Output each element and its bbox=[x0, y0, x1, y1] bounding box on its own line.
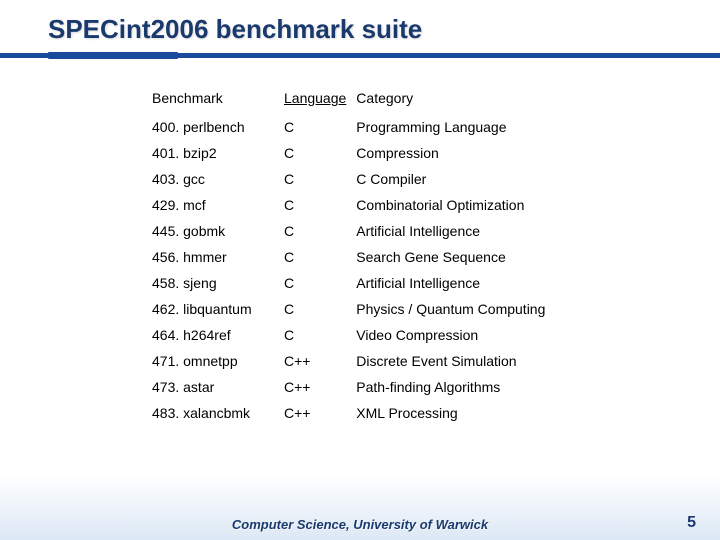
cell-language: C++ bbox=[282, 348, 354, 374]
cell-language: C bbox=[282, 166, 354, 192]
title-underline-accent bbox=[48, 52, 178, 59]
table-row: 471. omnetppC++Discrete Event Simulation bbox=[150, 348, 620, 374]
cell-benchmark: 458. sjeng bbox=[150, 270, 282, 296]
title-underline bbox=[0, 53, 720, 58]
cell-benchmark: 464. h264ref bbox=[150, 322, 282, 348]
table-row: 429. mcfCCombinatorial Optimization bbox=[150, 192, 620, 218]
cell-language: C bbox=[282, 244, 354, 270]
table-row: 458. sjengCArtificial Intelligence bbox=[150, 270, 620, 296]
table-row: 483. xalancbmkC++XML Processing bbox=[150, 400, 620, 426]
header-category: Category bbox=[354, 86, 620, 114]
cell-category: Programming Language bbox=[354, 114, 620, 140]
table-row: 401. bzip2CCompression bbox=[150, 140, 620, 166]
cell-language: C++ bbox=[282, 400, 354, 426]
cell-benchmark: 445. gobmk bbox=[150, 218, 282, 244]
cell-category: Discrete Event Simulation bbox=[354, 348, 620, 374]
benchmark-table: Benchmark Language Category 400. perlben… bbox=[150, 86, 620, 426]
cell-benchmark: 473. astar bbox=[150, 374, 282, 400]
table-row: 403. gccCC Compiler bbox=[150, 166, 620, 192]
cell-category: Path-finding Algorithms bbox=[354, 374, 620, 400]
cell-category: Compression bbox=[354, 140, 620, 166]
cell-category: Artificial Intelligence bbox=[354, 270, 620, 296]
cell-category: Video Compression bbox=[354, 322, 620, 348]
cell-benchmark: 400. perlbench bbox=[150, 114, 282, 140]
cell-category: Artificial Intelligence bbox=[354, 218, 620, 244]
cell-language: C++ bbox=[282, 374, 354, 400]
benchmark-table-container: Benchmark Language Category 400. perlben… bbox=[150, 86, 620, 426]
cell-benchmark: 401. bzip2 bbox=[150, 140, 282, 166]
cell-language: C bbox=[282, 322, 354, 348]
cell-language: C bbox=[282, 140, 354, 166]
cell-benchmark: 471. omnetpp bbox=[150, 348, 282, 374]
cell-category: Search Gene Sequence bbox=[354, 244, 620, 270]
cell-category: XML Processing bbox=[354, 400, 620, 426]
cell-category: Physics / Quantum Computing bbox=[354, 296, 620, 322]
table-row: 464. h264refCVideo Compression bbox=[150, 322, 620, 348]
cell-benchmark: 403. gcc bbox=[150, 166, 282, 192]
table-row: 473. astarC++Path-finding Algorithms bbox=[150, 374, 620, 400]
header-benchmark: Benchmark bbox=[150, 86, 282, 114]
page-title: SPECint2006 benchmark suite bbox=[48, 14, 720, 45]
cell-language: C bbox=[282, 192, 354, 218]
table-header-row: Benchmark Language Category bbox=[150, 86, 620, 114]
cell-language: C bbox=[282, 270, 354, 296]
table-row: 445. gobmkCArtificial Intelligence bbox=[150, 218, 620, 244]
table-row: 456. hmmerCSearch Gene Sequence bbox=[150, 244, 620, 270]
page-number: 5 bbox=[687, 514, 696, 532]
table-body: 400. perlbenchCProgramming Language401. … bbox=[150, 114, 620, 426]
cell-benchmark: 429. mcf bbox=[150, 192, 282, 218]
cell-language: C bbox=[282, 218, 354, 244]
cell-benchmark: 483. xalancbmk bbox=[150, 400, 282, 426]
cell-language: C bbox=[282, 296, 354, 322]
table-row: 462. libquantumCPhysics / Quantum Comput… bbox=[150, 296, 620, 322]
cell-benchmark: 456. hmmer bbox=[150, 244, 282, 270]
cell-language: C bbox=[282, 114, 354, 140]
cell-category: C Compiler bbox=[354, 166, 620, 192]
header-language: Language bbox=[282, 86, 354, 114]
table-row: 400. perlbenchCProgramming Language bbox=[150, 114, 620, 140]
title-bar: SPECint2006 benchmark suite bbox=[0, 0, 720, 58]
cell-category: Combinatorial Optimization bbox=[354, 192, 620, 218]
cell-benchmark: 462. libquantum bbox=[150, 296, 282, 322]
footer-text: Computer Science, University of Warwick bbox=[0, 517, 720, 532]
